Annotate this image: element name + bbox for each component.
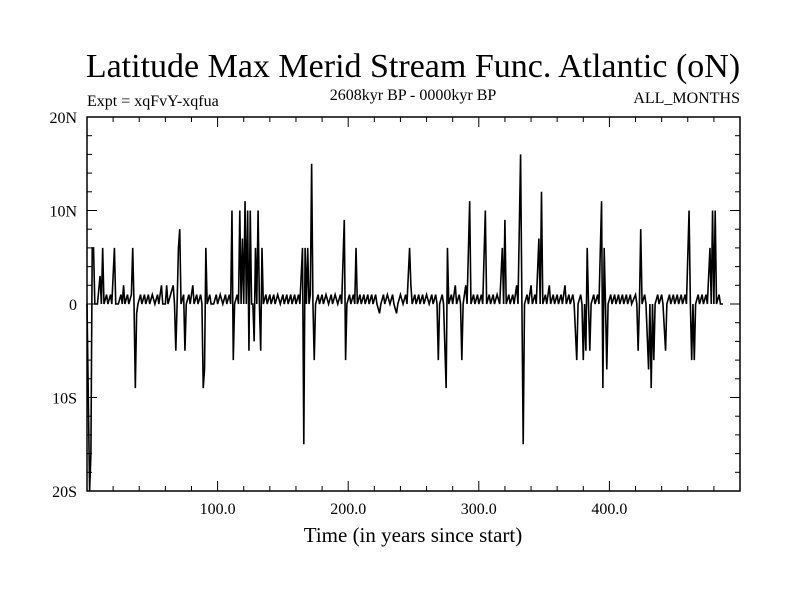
experiment-label: Expt = xqFvY-xqfua <box>87 93 219 110</box>
y-axis: 20N 10N 0 10S 20S <box>49 110 740 501</box>
y-tick-label: 10S <box>52 391 77 408</box>
plot-area <box>86 154 724 492</box>
months-label: ALL_MONTHS <box>633 90 740 107</box>
series-line-0 <box>86 154 724 492</box>
y-tick-label: 20S <box>52 484 77 501</box>
chart-title: Latitude Max Merid Stream Func. Atlantic… <box>86 48 740 85</box>
plot-frame <box>86 116 741 492</box>
x-tick-label: 100.0 <box>200 501 236 518</box>
y-tick-label: 0 <box>69 297 77 314</box>
y-tick-label: 10N <box>49 204 77 221</box>
x-tick-label: 300.0 <box>461 501 497 518</box>
period-label: 2608kyr BP - 0000kyr BP <box>330 87 497 104</box>
x-tick-label: 400.0 <box>591 501 627 518</box>
x-axis-label: Time (in years since start) <box>304 523 523 547</box>
y-tick-label: 20N <box>49 110 77 127</box>
x-axis: 100.0 200.0 300.0 400.0 <box>112 117 715 518</box>
x-tick-label: 200.0 <box>330 501 366 518</box>
